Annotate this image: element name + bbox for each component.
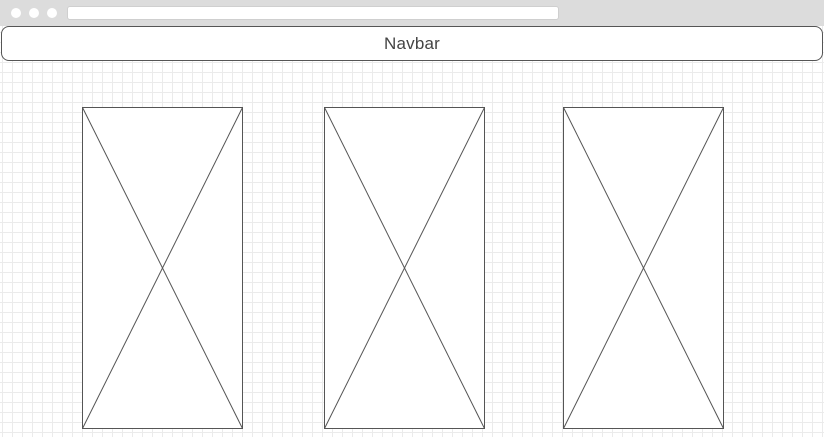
image-placeholder-1 [82, 107, 243, 429]
window-dot-icon [47, 8, 57, 18]
crossed-box-icon [82, 107, 243, 429]
window-dot-icon [11, 8, 21, 18]
navbar: Navbar [1, 26, 823, 61]
crossed-box-icon [563, 107, 724, 429]
address-bar[interactable] [67, 6, 559, 20]
image-placeholder-3 [563, 107, 724, 429]
browser-chrome [0, 0, 824, 26]
image-placeholder-2 [324, 107, 485, 429]
window-dot-icon [29, 8, 39, 18]
crossed-box-icon [324, 107, 485, 429]
navbar-label: Navbar [383, 33, 440, 53]
